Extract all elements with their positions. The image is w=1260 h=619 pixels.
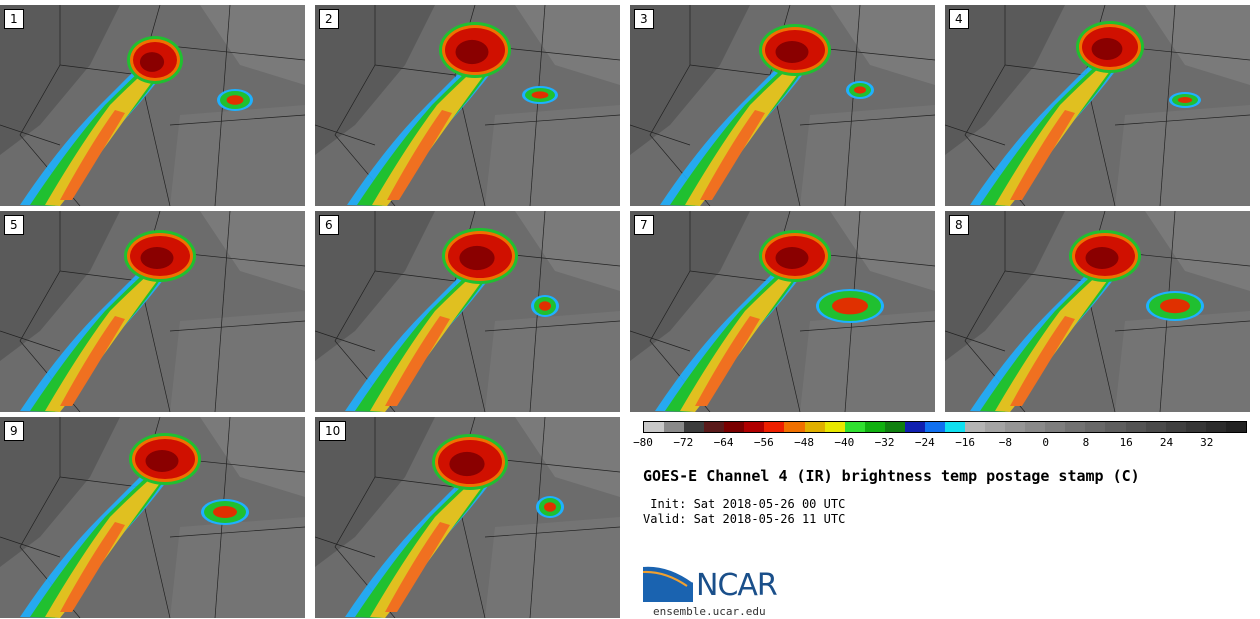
- ensemble-member-panel-7: 7: [630, 211, 935, 412]
- colorbar-swatch: [664, 422, 685, 432]
- colorbar-tick-label: −56: [753, 436, 774, 449]
- colorbar-tick-label: −32: [874, 436, 895, 449]
- colorbar-swatch: [704, 422, 725, 432]
- colorbar-swatch: [904, 422, 925, 432]
- colorbar-swatch: [944, 422, 965, 432]
- ensemble-member-panel-10: 10: [315, 417, 620, 618]
- colorbar-swatch: [985, 422, 1006, 432]
- colorbar-swatch: [1225, 422, 1246, 432]
- ensemble-member-panel-3: 3: [630, 5, 935, 206]
- colorbar-swatch: [644, 422, 665, 432]
- colorbar-swatch: [1065, 422, 1086, 432]
- panel-number-label: 4: [949, 9, 969, 29]
- colorbar-swatch: [1045, 422, 1066, 432]
- colorbar-swatch: [1185, 422, 1206, 432]
- colorbar-swatch: [1165, 422, 1186, 432]
- colorbar-swatch: [764, 422, 785, 432]
- colorbar-tick-label: −80: [633, 436, 653, 449]
- colorbar-tick-label: 0: [1042, 436, 1049, 449]
- colorbar-swatch: [804, 422, 825, 432]
- panel-number-label: 1: [4, 9, 24, 29]
- colorbar-swatch: [965, 422, 986, 432]
- panel-number-label: 3: [634, 9, 654, 29]
- ensemble-member-panel-9: 9: [0, 417, 305, 618]
- panel-number-label: 6: [319, 215, 339, 235]
- ensemble-member-panel-4: 4: [945, 5, 1250, 206]
- ensemble-member-panel-5: 5: [0, 211, 305, 412]
- init-time: Init: Sat 2018-05-26 00 UTC: [643, 497, 846, 511]
- colorbar-swatch: [1105, 422, 1126, 432]
- colorbar-tick-label: −40: [834, 436, 855, 449]
- colorbar-swatch: [744, 422, 765, 432]
- website-text: ensemble.ucar.edu: [653, 605, 766, 618]
- satellite-ir-map: [0, 417, 305, 618]
- colorbar-swatch: [724, 422, 745, 432]
- panel-number-label: 10: [319, 421, 347, 441]
- colorbar-tick-label: −64: [713, 436, 734, 449]
- panel-number-label: 2: [319, 9, 339, 29]
- colorbar-swatch: [1005, 422, 1026, 432]
- colorbar-swatch: [1085, 422, 1106, 432]
- colorbar-tick-label: 8: [1082, 436, 1090, 449]
- figure-title: GOES-E Channel 4 (IR) brightness temp po…: [643, 467, 1140, 485]
- colorbar-tick-label: −8: [998, 436, 1013, 449]
- satellite-ir-map: [630, 211, 935, 412]
- ensemble-member-panel-2: 2: [315, 5, 620, 206]
- colorbar-swatch: [684, 422, 705, 432]
- ensemble-member-panel-1: 1: [0, 5, 305, 206]
- satellite-ir-map: [0, 211, 305, 412]
- colorbar-swatch: [824, 422, 845, 432]
- satellite-ir-map: [630, 5, 935, 206]
- ensemble-member-panel-6: 6: [315, 211, 620, 412]
- satellite-ir-map: [945, 5, 1250, 206]
- colorbar-tick-label: 16: [1119, 436, 1133, 449]
- panel-number-label: 5: [4, 215, 24, 235]
- colorbar-swatch: [1125, 422, 1146, 432]
- valid-time: Valid: Sat 2018-05-26 11 UTC: [643, 512, 846, 526]
- colorbar-tick-labels: −80 −72 −64 −56 −48 −40 −32 −24 −16 −8 0 8 16 24 32: [633, 436, 1247, 452]
- colorbar-swatch: [864, 422, 885, 432]
- colorbar-swatch: [1205, 422, 1226, 432]
- colorbar-swatch: [1025, 422, 1046, 432]
- satellite-ir-map: [315, 211, 620, 412]
- satellite-ir-map: [0, 5, 305, 206]
- colorbar-swatch: [924, 422, 945, 432]
- temperature-colorbar: [643, 421, 1247, 433]
- panel-number-label: 7: [634, 215, 654, 235]
- colorbar-swatch: [844, 422, 865, 432]
- panel-number-label: 9: [4, 421, 24, 441]
- colorbar-swatch: [884, 422, 905, 432]
- colorbar-tick-label: −16: [955, 436, 976, 449]
- colorbar-tick-label: −72: [673, 436, 694, 449]
- ncar-logo-icon: [643, 564, 694, 602]
- colorbar-tick-label: −24: [914, 436, 935, 449]
- colorbar-swatch: [1145, 422, 1166, 432]
- colorbar-tick-label: −48: [794, 436, 814, 449]
- satellite-ir-map: [315, 417, 620, 618]
- satellite-ir-map: [945, 211, 1250, 412]
- colorbar-tick-label: 24: [1159, 436, 1174, 449]
- colorbar-swatch: [784, 422, 805, 432]
- colorbar-tick-label: 32: [1200, 436, 1214, 449]
- panel-number-label: 8: [949, 215, 969, 235]
- ncar-logo-text: NCAR: [696, 568, 778, 603]
- satellite-ir-map: [315, 5, 620, 206]
- ensemble-member-panel-8: 8: [945, 211, 1250, 412]
